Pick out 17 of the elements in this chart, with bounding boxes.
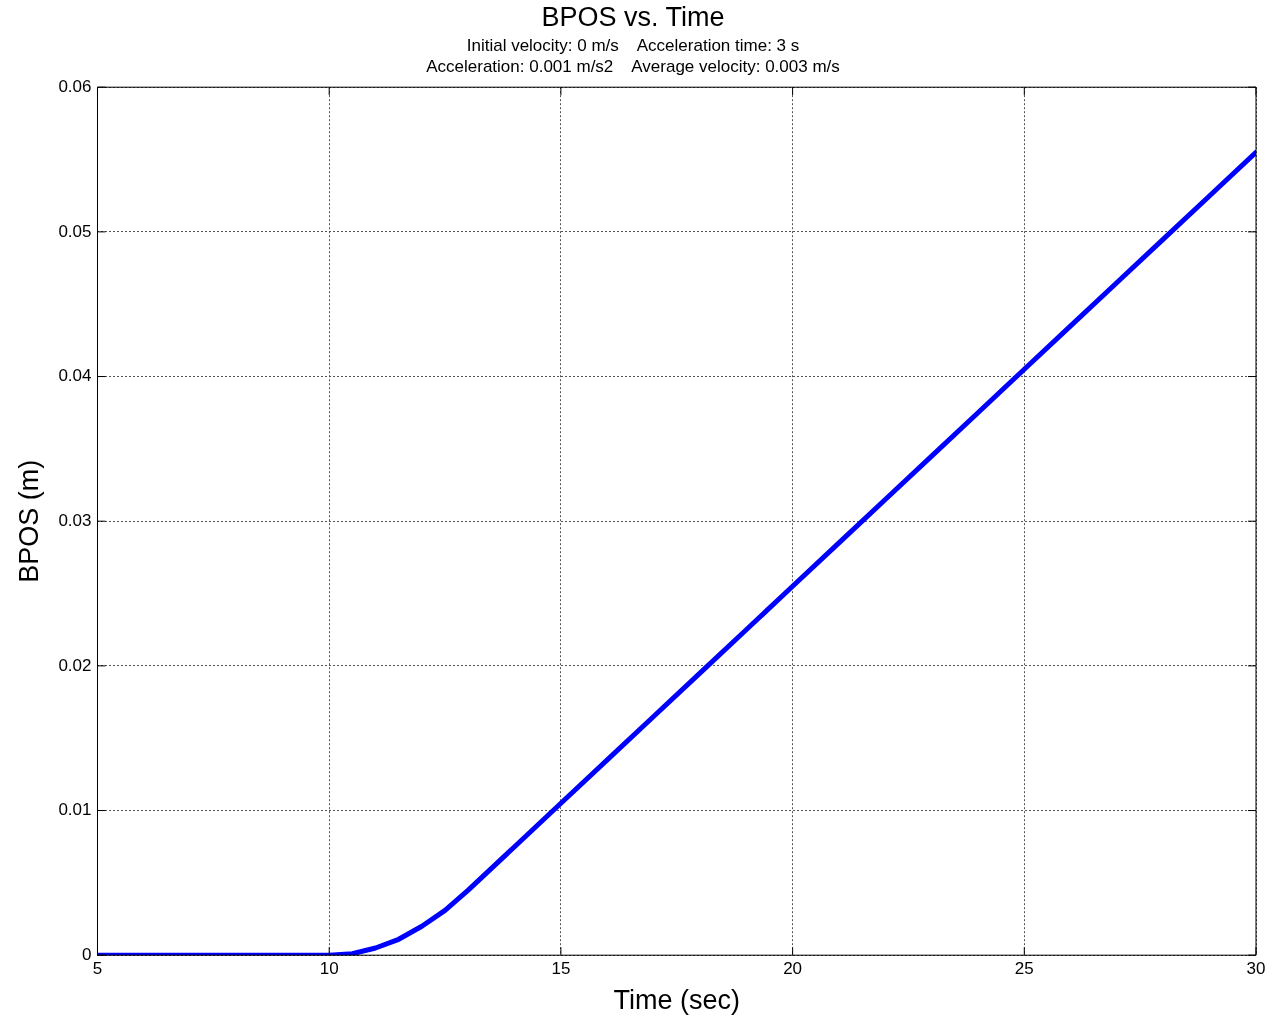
y-tick-label: 0.06 xyxy=(58,76,92,96)
y-axis-title: BPOS (m) xyxy=(13,459,44,583)
chart-title: BPOS vs. Time xyxy=(541,1,725,32)
x-tick-label: 20 xyxy=(783,959,803,979)
y-tick-label: 0.04 xyxy=(58,366,92,386)
x-tick-label: 30 xyxy=(1246,959,1266,979)
y-tick-label: 0 xyxy=(82,944,92,964)
y-tick-label: 0.03 xyxy=(58,510,92,530)
x-axis-title: Time (sec) xyxy=(613,985,740,1016)
x-tick-label: 10 xyxy=(319,959,339,979)
x-tick-label: 5 xyxy=(92,959,103,979)
y-tick-label: 0.01 xyxy=(58,800,92,820)
y-tick-label: 0.05 xyxy=(58,221,92,241)
x-tick-label: 25 xyxy=(1014,959,1034,979)
x-tick-label: 15 xyxy=(551,959,571,979)
chart-subtitle: Initial velocity: 0 m/s Acceleration time: 3 s Acceleration: 0.001 m/s2 Average velocity: 0.003 m/s xyxy=(426,36,840,76)
y-tick-label: 0.02 xyxy=(58,655,92,675)
